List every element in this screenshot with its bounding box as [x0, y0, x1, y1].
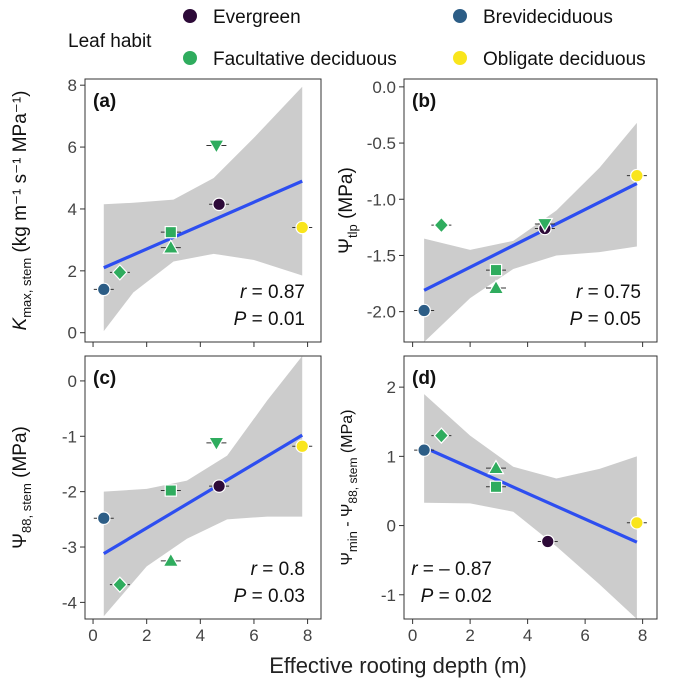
point-6 — [295, 220, 310, 235]
y-tick-label: 0.0 — [372, 78, 396, 97]
legend-label-1: Brevideciduous — [483, 7, 613, 28]
panel-label: (d) — [412, 368, 436, 389]
point-3 — [162, 238, 180, 254]
regression-line — [423, 445, 638, 544]
y-tick-label: 4 — [68, 200, 77, 219]
x-tick-label: 0 — [88, 626, 97, 645]
point-2 — [164, 225, 178, 239]
stat-p: P = 0.02 — [421, 586, 492, 607]
y-tick-label: 1 — [387, 447, 396, 466]
legend-label-0: Evergreen — [213, 7, 301, 28]
x-tick-label: 6 — [249, 626, 258, 645]
confidence-band — [103, 86, 303, 332]
y-tick-label: -1 — [381, 586, 396, 605]
legend-label-2: Facultative deciduous — [213, 49, 397, 70]
point-4 — [540, 534, 555, 549]
x-tick-label: 0 — [408, 626, 417, 645]
panel-label: (c) — [93, 368, 116, 389]
point-5 — [630, 515, 644, 530]
point-1 — [112, 576, 128, 594]
point-0 — [417, 443, 431, 457]
legend-swatch-0 — [183, 9, 197, 23]
panel-frame — [403, 78, 658, 343]
point-1 — [433, 427, 450, 444]
point-1 — [112, 264, 128, 281]
regression-line — [423, 182, 638, 292]
y-tick-label: 0 — [387, 517, 396, 536]
stat-p: P = 0.03 — [234, 586, 305, 607]
y-tick-label: 0 — [68, 324, 77, 343]
y-axis-label: Kmax, stem (kg m⁻¹ s⁻¹ MPa⁻¹) — [10, 91, 34, 331]
legend-swatch-1 — [453, 9, 467, 23]
panel-2: 0 -1 -2 -3 -4 0 2 4 6 8 (c) r = 0.8 P = 0.03 Ψ88, ste… — [10, 355, 322, 645]
point-1 — [433, 216, 450, 234]
legend-label-3: Obligate deciduous — [483, 49, 646, 70]
y-tick-label: -1 — [62, 427, 77, 446]
x-tick-label: 2 — [142, 626, 151, 645]
y-axis-label: Ψ88, stem (MPa) — [10, 426, 34, 549]
point-2 — [489, 263, 503, 277]
regression-line — [103, 179, 303, 270]
point-6 — [295, 439, 310, 454]
y-tick-label: 6 — [68, 138, 77, 157]
confidence-band — [103, 356, 303, 617]
x-tick-label: 8 — [303, 626, 312, 645]
panel-frame — [403, 355, 658, 620]
legend-swatch-2 — [183, 51, 197, 65]
y-tick-label: 2 — [68, 262, 77, 281]
y-tick-label: 0 — [68, 372, 77, 391]
point-2 — [164, 484, 178, 497]
panel-frame — [84, 355, 322, 620]
point-5 — [207, 139, 225, 155]
y-tick-label: -2 — [62, 483, 77, 502]
x-tick-label: 8 — [638, 626, 647, 645]
stat-r: r = 0.8 — [251, 559, 305, 580]
legend: Leaf habit Evergreen Brevideciduous Facult… — [68, 7, 646, 70]
stat-r: r = 0.75 — [576, 282, 641, 303]
panel-frame — [84, 78, 322, 343]
stat-p: P = 0.05 — [570, 309, 641, 330]
point-0 — [417, 303, 431, 318]
point-3 — [162, 552, 180, 567]
regression-line — [102, 433, 304, 556]
point-2 — [487, 459, 505, 475]
y-tick-label: -3 — [62, 538, 77, 557]
x-tick-label: 6 — [580, 626, 589, 645]
confidence-band — [424, 122, 637, 342]
y-tick-label: -1.0 — [367, 190, 396, 209]
point-5 — [536, 217, 554, 233]
panel-label: (a) — [93, 91, 116, 112]
y-tick-label: -1.5 — [367, 246, 396, 265]
legend-swatch-3 — [453, 51, 467, 65]
point-0 — [96, 511, 111, 526]
confidence-band — [424, 394, 637, 619]
point-4 — [212, 197, 226, 212]
x-tick-label: 4 — [196, 626, 205, 645]
y-tick-label: -2.0 — [367, 303, 396, 322]
panel-label: (b) — [412, 91, 436, 112]
y-tick-label: -4 — [62, 593, 77, 612]
point-3 — [489, 480, 503, 494]
y-tick-label: -0.5 — [367, 134, 396, 153]
point-0 — [96, 282, 111, 297]
y-tick-label: 8 — [68, 76, 77, 95]
x-tick-label: 2 — [465, 626, 474, 645]
point-3 — [487, 279, 505, 295]
stat-r: r = – 0.87 — [411, 559, 492, 580]
point-6 — [630, 168, 644, 183]
y-axis-label: Ψtlp (MPa) — [336, 167, 360, 254]
panel-1: 0.0 -0.5 -1.0 -1.5 -2.0 (b) r = 0.75 P = 0.05 Ψt… — [336, 78, 658, 347]
x-tick-label: 4 — [523, 626, 532, 645]
stat-p: P = 0.01 — [234, 309, 305, 330]
stat-r: r = 0.87 — [240, 282, 305, 303]
panel-0: 0 2 4 6 8 (a) r = 0.87 P = 0.01 Kmax, stem (kg m… — [10, 76, 322, 347]
panel-3: 2 1 0 -1 0 2 4 6 8 (d) r = – 0.87 P = 0.02 Ψmin - Ψ8… — [339, 355, 658, 645]
y-axis-label: Ψmin - Ψ88, stem (MPa) — [339, 410, 360, 566]
point-4 — [212, 479, 226, 493]
legend-title: Leaf habit — [68, 31, 152, 52]
point-5 — [207, 436, 225, 452]
x-axis-label: Effective rooting depth (m) — [269, 653, 527, 678]
y-tick-label: 2 — [387, 378, 396, 397]
